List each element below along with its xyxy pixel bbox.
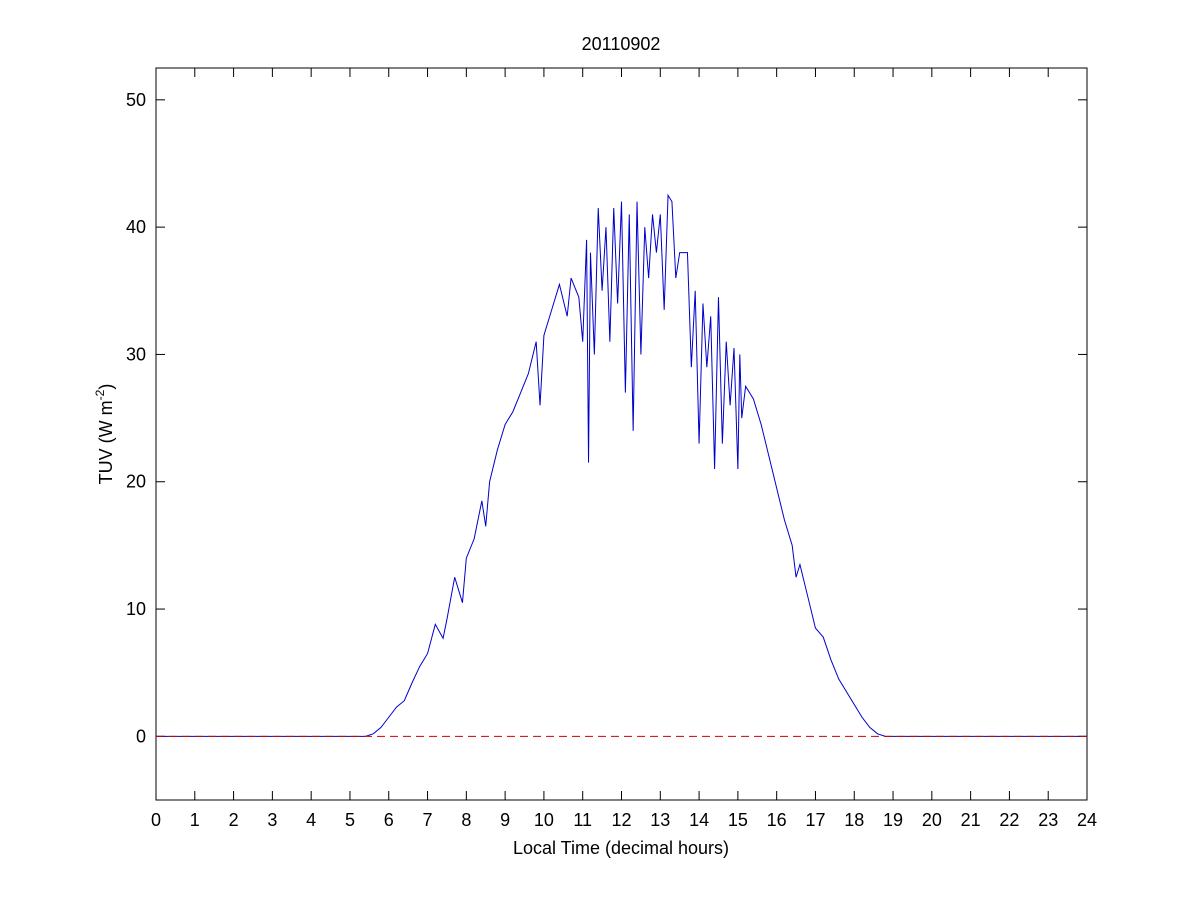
y-label-sup: -2 bbox=[93, 389, 107, 400]
y-tick-label: 40 bbox=[126, 217, 146, 237]
y-tick-label: 50 bbox=[126, 90, 146, 110]
x-tick-label: 24 bbox=[1077, 810, 1097, 830]
x-tick-label: 20 bbox=[922, 810, 942, 830]
data-line bbox=[156, 193, 1087, 737]
x-tick-label: 16 bbox=[767, 810, 787, 830]
x-tick-label: 14 bbox=[689, 810, 709, 830]
x-tick-label: 11 bbox=[573, 810, 592, 830]
x-tick-label: 8 bbox=[461, 810, 471, 830]
y-label-end: ) bbox=[96, 384, 116, 390]
x-tick-label: 2 bbox=[229, 810, 239, 830]
x-tick-label: 18 bbox=[844, 810, 864, 830]
plot-area bbox=[155, 67, 1088, 801]
x-tick-label: 23 bbox=[1038, 810, 1058, 830]
x-tick-label: 3 bbox=[267, 810, 277, 830]
x-tick-label: 4 bbox=[306, 810, 316, 830]
y-tick-label: 30 bbox=[126, 344, 146, 364]
x-tick-label: 10 bbox=[534, 810, 554, 830]
x-tick-label: 0 bbox=[151, 810, 161, 830]
x-tick-label: 15 bbox=[728, 810, 748, 830]
x-tick-label: 17 bbox=[805, 810, 825, 830]
x-tick-label: 7 bbox=[423, 810, 433, 830]
x-tick-label: 22 bbox=[999, 810, 1019, 830]
chart-title: 20110902 bbox=[582, 34, 661, 54]
x-tick-label: 5 bbox=[345, 810, 355, 830]
x-tick-label: 6 bbox=[384, 810, 394, 830]
x-tick-label: 21 bbox=[961, 810, 981, 830]
y-tick-label: 20 bbox=[126, 472, 146, 492]
y-label-text: TUV (W m bbox=[96, 400, 116, 484]
x-tick-label: 19 bbox=[883, 810, 903, 830]
y-tick-label: 0 bbox=[136, 726, 146, 746]
x-tick-label: 12 bbox=[611, 810, 631, 830]
x-tick-label: 1 bbox=[190, 810, 200, 830]
y-axis-label: TUV (W m-2) bbox=[93, 384, 116, 485]
x-axis-label: Local Time (decimal hours) bbox=[513, 838, 729, 858]
y-tick-label: 10 bbox=[126, 599, 146, 619]
x-tick-label: 13 bbox=[650, 810, 670, 830]
x-tick-label: 9 bbox=[500, 810, 510, 830]
